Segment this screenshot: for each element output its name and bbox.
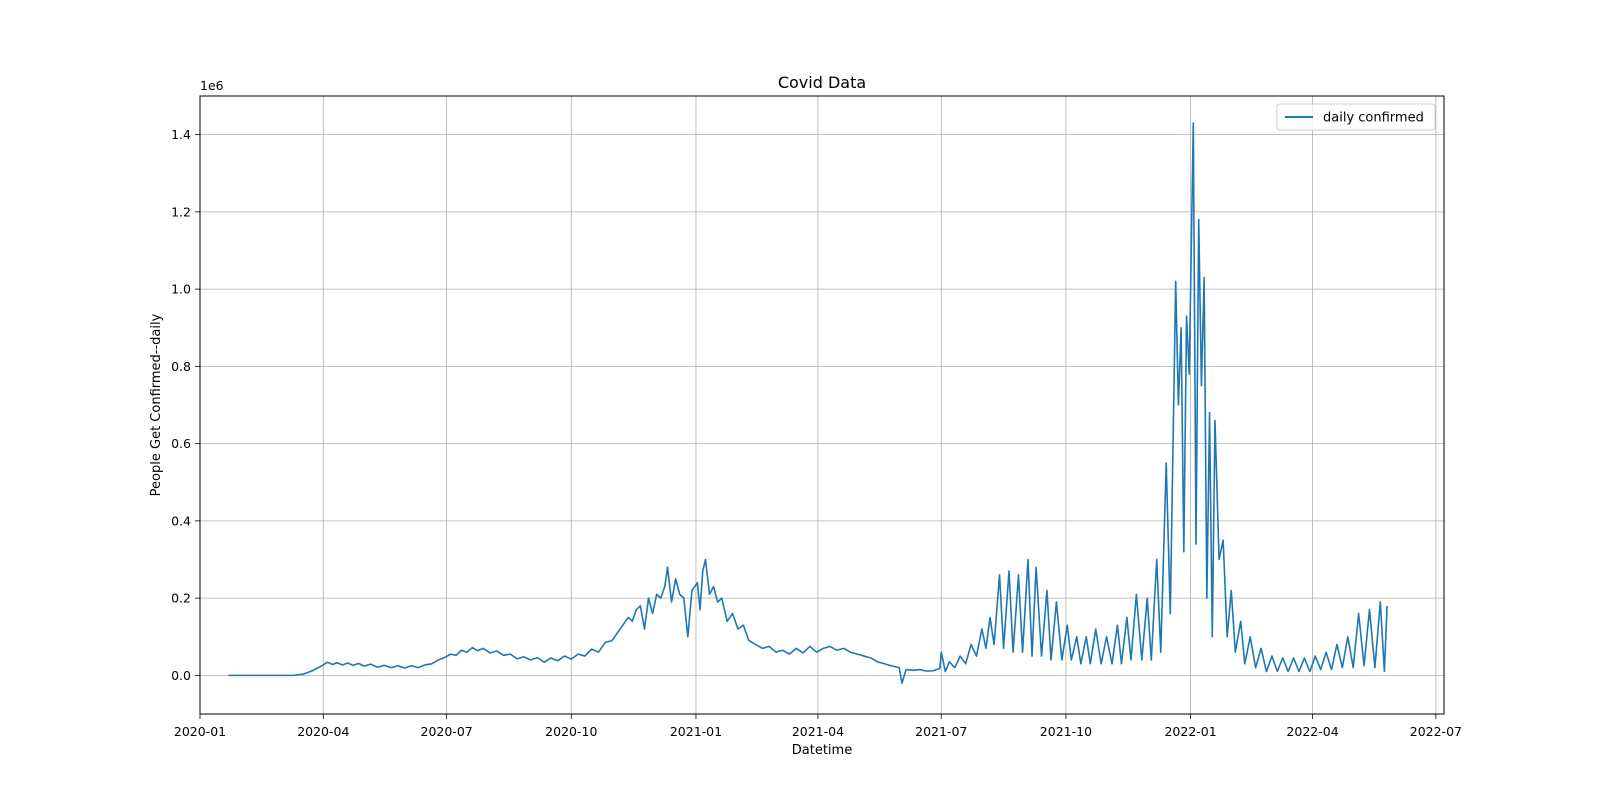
y-axis-offset-text: 1e6 — [200, 78, 224, 93]
legend-box — [1276, 103, 1436, 131]
x-axis-label: Datetime — [792, 743, 852, 758]
y-tick-label: 1.0 — [171, 282, 191, 297]
y-tick-label: 0.0 — [171, 668, 191, 683]
y-tick-label: 1.4 — [171, 127, 191, 142]
grid — [199, 96, 1444, 714]
y-axis-ticks: 0.0 0.2 0.4 0.6 0.8 1.0 1.2 1.4 — [171, 127, 200, 683]
plot-frame — [199, 95, 1445, 715]
x-tick-label: 2020-04 — [297, 724, 349, 739]
y-tick-label: 0.6 — [171, 436, 191, 451]
y-tick-label: 1.2 — [171, 204, 191, 219]
x-tick-label: 2022-01 — [1164, 724, 1216, 739]
x-tick-label: 2021-07 — [915, 724, 967, 739]
series-layer — [228, 122, 1388, 684]
y-tick-label: 0.2 — [171, 591, 191, 606]
y-axis-label: People Get Confirmed--daily — [149, 313, 164, 496]
x-tick-label: 2021-01 — [670, 724, 722, 739]
series-line-daily-confirmed — [228, 122, 1388, 684]
y-tick-label: 0.8 — [171, 359, 191, 374]
legend: daily confirmed — [1276, 103, 1436, 131]
x-axis-ticks: 2020-01 2020-04 2020-07 2020-10 2021-01 2021-… — [174, 714, 1462, 739]
x-tick-label: 2020-01 — [174, 724, 226, 739]
legend-label-daily-confirmed: daily confirmed — [1323, 111, 1424, 126]
x-tick-label: 2021-04 — [792, 724, 844, 739]
chart-title: Covid Data — [778, 73, 866, 92]
x-tick-label: 2020-07 — [421, 724, 473, 739]
y-tick-label: 0.4 — [171, 513, 191, 528]
x-tick-label: 2022-04 — [1286, 724, 1338, 739]
x-tick-label: 2022-07 — [1410, 724, 1462, 739]
x-tick-label: 2021-10 — [1040, 724, 1092, 739]
x-tick-label: 2020-10 — [545, 724, 597, 739]
